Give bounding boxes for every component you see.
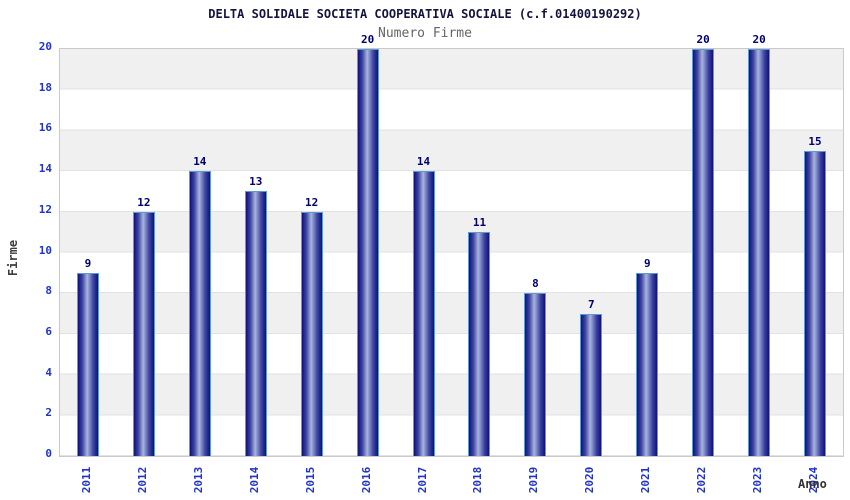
bar-2018 [468, 232, 491, 456]
bar-2021 [636, 273, 659, 456]
bar-2024 [804, 151, 827, 456]
y-tick-label: 12 [38, 202, 52, 216]
x-axis-title: Anno [798, 477, 827, 491]
bar-2015 [300, 212, 323, 456]
bar-2013 [188, 171, 211, 456]
bar-2023 [748, 49, 771, 456]
x-tick-label-2022: 2022 [695, 466, 709, 494]
bar-value-label: 14 [193, 155, 207, 168]
y-tick-label: 4 [45, 365, 52, 379]
x-tick-label-2013: 2013 [191, 466, 205, 494]
bar-value-label: 20 [696, 33, 710, 46]
x-tick-label-2014: 2014 [247, 466, 261, 494]
bar-2020 [580, 314, 603, 456]
chart-title: DELTA SOLIDALE SOCIETA COOPERATIVA SOCIA… [208, 7, 642, 21]
bar-value-label: 14 [416, 155, 431, 168]
bar-2022 [692, 49, 715, 456]
y-axis-title: Firme [6, 239, 20, 277]
bar-2016 [356, 49, 379, 456]
bar-value-label: 7 [588, 298, 595, 311]
bar-value-label: 20 [752, 33, 766, 46]
bar-value-label: 11 [472, 216, 487, 229]
y-tick-label: 8 [45, 284, 52, 298]
y-tick-label: 18 [38, 80, 52, 94]
bar-value-label: 15 [808, 135, 822, 148]
x-tick-label-2017: 2017 [415, 466, 429, 494]
x-tick-label-2021: 2021 [639, 466, 653, 494]
x-tick-label-2011: 2011 [79, 466, 93, 494]
bar-2017 [412, 171, 435, 456]
bar-value-label: 12 [137, 196, 151, 209]
bar-2011 [76, 273, 99, 456]
y-tick-label: 14 [38, 162, 52, 176]
y-tick-label: 6 [45, 324, 52, 338]
bar-2014 [244, 191, 267, 456]
x-tick-label-2018: 2018 [471, 466, 485, 494]
series-legend-label: Numero Firme [378, 26, 472, 41]
y-tick-label: 16 [38, 121, 52, 135]
y-tick-label: 2 [45, 406, 52, 420]
y-tick-label: 20 [38, 40, 52, 53]
plot-area: 9 12 14 13 12 20 14 11 8 7 9 20 20 15 [59, 33, 844, 457]
x-tick-label-2020: 2020 [583, 466, 597, 494]
y-tick-label: 0 [45, 447, 52, 460]
bar-2019 [524, 293, 547, 456]
bar-value-label: 12 [305, 196, 319, 209]
bar-value-label: 9 [643, 257, 651, 270]
bar-value-label: 20 [360, 33, 375, 46]
x-tick-label-2019: 2019 [527, 466, 541, 494]
x-tick-label-2015: 2015 [303, 466, 317, 494]
y-tick-label: 10 [38, 243, 52, 257]
bar-2012 [132, 212, 155, 456]
bar-value-label: 8 [532, 277, 539, 290]
bar-value-label: 13 [249, 175, 263, 188]
x-tick-label-2016: 2016 [359, 466, 373, 494]
x-tick-label-2012: 2012 [135, 466, 149, 494]
bar-value-label: 9 [84, 257, 92, 270]
x-tick-label-2023: 2023 [751, 466, 765, 494]
